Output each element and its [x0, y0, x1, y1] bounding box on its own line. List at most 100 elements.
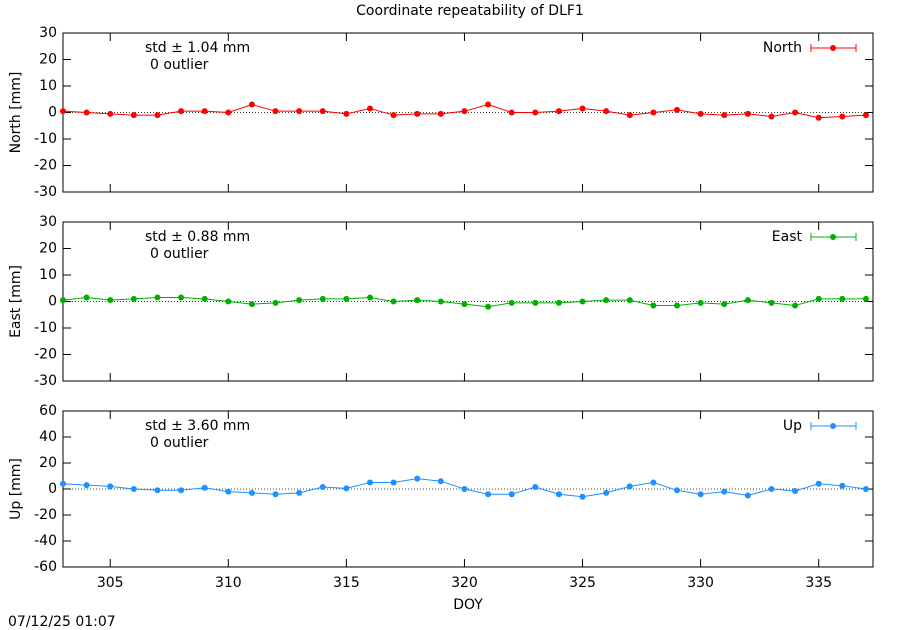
y-tick-label: 10	[39, 78, 57, 94]
y-tick-label: 0	[48, 481, 57, 497]
data-point	[768, 486, 775, 492]
data-point	[83, 294, 90, 301]
x-tick-label: 330	[687, 575, 714, 591]
data-point	[296, 108, 303, 115]
y-tick-label: 60	[39, 403, 57, 419]
data-point	[107, 297, 114, 304]
data-point	[603, 108, 610, 115]
data-point	[579, 298, 586, 305]
data-point	[579, 493, 586, 500]
annotation: std ± 0.88 mm	[145, 229, 250, 245]
y-tick-label: -30	[34, 373, 57, 389]
x-axis-label: DOY	[453, 597, 483, 613]
data-point	[107, 110, 114, 117]
annotation: 0 outlier	[150, 435, 209, 451]
data-point	[461, 108, 468, 115]
data-point	[508, 109, 515, 116]
data-point	[390, 112, 397, 119]
data-point	[414, 110, 421, 117]
data-point	[414, 475, 421, 482]
data-point	[130, 486, 137, 492]
data-point	[603, 297, 610, 304]
data-point	[532, 299, 539, 306]
data-point	[343, 485, 350, 492]
data-point	[768, 299, 775, 306]
y-tick-label: -20	[34, 158, 57, 174]
data-point	[650, 109, 657, 116]
data-point	[178, 487, 185, 494]
data-point	[721, 112, 728, 119]
data-point	[673, 302, 680, 309]
data-point	[461, 301, 468, 308]
data-point	[862, 295, 869, 302]
data-point	[815, 295, 822, 302]
data-point	[815, 114, 822, 121]
data-point	[60, 480, 66, 487]
y-tick-label: -10	[34, 320, 57, 336]
x-tick-label: 325	[569, 575, 596, 591]
data-point	[319, 108, 326, 115]
y-tick-label: -20	[34, 507, 57, 523]
data-point	[225, 488, 232, 495]
y-tick-label: 20	[39, 241, 57, 257]
legend-label: North	[763, 40, 802, 56]
data-point	[225, 298, 232, 305]
data-point	[248, 489, 255, 496]
data-point	[626, 483, 633, 490]
data-point	[437, 110, 444, 117]
data-point	[792, 109, 799, 116]
data-point	[839, 295, 846, 302]
data-point	[296, 297, 303, 304]
x-tick-label: 315	[333, 575, 360, 591]
data-point	[721, 301, 728, 308]
data-point	[201, 484, 208, 491]
data-point	[673, 106, 680, 113]
data-point	[579, 105, 586, 112]
y-tick-label: 40	[39, 429, 57, 445]
data-point	[201, 108, 208, 115]
chart-title: Coordinate repeatability of DLF1	[356, 3, 584, 19]
data-point	[225, 109, 232, 116]
data-point	[154, 294, 161, 301]
data-point	[414, 297, 421, 304]
data-point	[485, 491, 492, 498]
data-point	[697, 299, 704, 306]
data-point	[130, 112, 137, 119]
data-point	[343, 110, 350, 117]
annotation: std ± 1.04 mm	[145, 40, 250, 56]
data-point	[650, 302, 657, 309]
data-point	[272, 491, 279, 498]
data-point	[862, 112, 869, 119]
y-tick-label: 0	[48, 294, 57, 310]
data-point	[272, 108, 279, 115]
data-point	[366, 294, 373, 301]
data-point	[272, 299, 279, 306]
data-point	[83, 482, 90, 489]
data-point	[555, 491, 562, 498]
data-point	[178, 108, 185, 115]
legend-marker	[830, 234, 836, 240]
data-point	[437, 478, 444, 485]
data-point	[485, 303, 492, 310]
data-point	[343, 295, 350, 302]
x-tick-label: 305	[97, 575, 124, 591]
data-point	[839, 113, 846, 120]
data-point	[555, 299, 562, 306]
data-point	[508, 299, 515, 306]
data-point	[319, 295, 326, 302]
data-point	[390, 298, 397, 305]
data-point	[461, 486, 468, 492]
y-tick-label: -60	[34, 559, 57, 575]
data-point	[296, 489, 303, 496]
annotation: 0 outlier	[150, 57, 209, 73]
data-point	[744, 492, 751, 499]
data-point	[862, 486, 869, 492]
data-point	[508, 491, 515, 498]
y-tick-label: 20	[39, 455, 57, 471]
data-point	[60, 297, 66, 304]
y-tick-label: 10	[39, 267, 57, 283]
legend-label: Up	[783, 418, 802, 434]
data-point	[626, 112, 633, 119]
legend-label: East	[772, 229, 803, 245]
